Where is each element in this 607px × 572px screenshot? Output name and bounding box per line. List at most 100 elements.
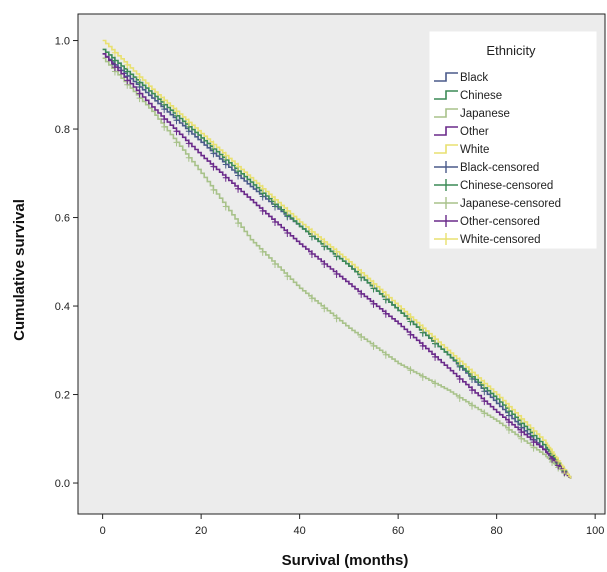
x-axis: 0 20 40 60 80 100: [100, 514, 604, 537]
censor-mark-other: [321, 260, 328, 268]
censor-mark-japanese: [321, 304, 328, 313]
legend-label-chinese: Chinese: [460, 90, 502, 102]
censor-mark-japanese: [358, 333, 365, 342]
censor-mark-white: [481, 379, 488, 388]
censor-mark-other: [530, 438, 537, 447]
censor-mark-white: [382, 290, 389, 299]
censor-mark-other: [185, 139, 192, 148]
censor-mark-white: [555, 456, 562, 465]
censor-mark-other: [469, 386, 476, 395]
legend-label-white-censored: White-censored: [460, 234, 541, 246]
censor-mark-white: [530, 427, 537, 436]
x-tick-label: 20: [195, 525, 207, 537]
legend-label-black-censored: Black-censored: [460, 162, 539, 174]
censor-mark-japanese: [210, 185, 217, 194]
censor-mark-other: [235, 184, 242, 193]
censor-mark-white: [136, 73, 143, 82]
censor-mark-japanese: [456, 393, 463, 402]
y-tick-label: 0.8: [55, 124, 70, 136]
legend-symbol-other: [434, 126, 458, 136]
censor-mark-other: [284, 229, 291, 238]
x-tick-label: 40: [294, 525, 306, 537]
censor-mark-white: [235, 162, 242, 171]
censor-mark-japanese: [469, 401, 476, 410]
censor-mark-japanese: [259, 247, 266, 256]
legend-symbol-chinese-censored: [434, 179, 458, 191]
y-tick-label: 0.6: [55, 213, 70, 225]
censor-mark-other: [456, 375, 463, 384]
censor-mark-other: [481, 397, 488, 406]
legend-label-chinese-censored: Chinese-censored: [460, 180, 553, 192]
censor-mark-other: [518, 428, 525, 437]
censor-marks: [111, 48, 568, 478]
censor-mark-japanese: [284, 272, 291, 281]
censor-mark-white: [259, 184, 266, 193]
y-axis: 0.0 0.2 0.4 0.6 0.8 1.0: [55, 36, 78, 490]
censor-mark-japanese: [185, 153, 192, 162]
censor-mark-other: [136, 89, 143, 98]
x-tick-label: 100: [586, 525, 604, 537]
censor-mark-japanese: [370, 341, 377, 350]
legend-items: Black Chinese Japanese Other White Black-cens…: [434, 72, 561, 246]
censor-mark-other: [222, 173, 229, 182]
censor-mark-white: [111, 48, 118, 57]
censor-mark-white: [173, 107, 180, 116]
censor-mark-japanese: [481, 409, 488, 418]
curve-other: [102, 53, 572, 479]
censor-mark-other: [382, 309, 389, 318]
legend-symbol-white: [434, 144, 458, 154]
censor-mark-japanese: [161, 122, 168, 131]
censor-mark-japanese: [222, 202, 229, 211]
censor-mark-other: [259, 206, 266, 215]
censor-mark-white: [358, 268, 365, 277]
censor-mark-white: [124, 60, 131, 69]
censor-mark-white: [469, 368, 476, 377]
legend-symbol-black-censored: [434, 161, 458, 173]
censor-mark-japanese: [235, 219, 242, 228]
survival-curves: [102, 39, 572, 479]
censor-mark-other: [419, 341, 426, 350]
y-axis-title: Cumulative survival: [11, 199, 28, 341]
censor-mark-white: [456, 357, 463, 366]
legend-label-black: Black: [460, 72, 488, 84]
legend-label-japanese-censored: Japanese-censored: [460, 198, 561, 210]
censor-mark-white: [185, 118, 192, 127]
legend: Ethnicity Black Chinese Japanese Other White…: [429, 31, 597, 249]
censor-mark-other: [308, 250, 315, 259]
legend-label-white: White: [460, 144, 489, 156]
censor-mark-white: [284, 206, 291, 215]
censor-mark-white: [419, 324, 426, 333]
censor-mark-other: [272, 217, 279, 226]
censor-mark-japanese: [272, 260, 279, 268]
censor-mark-other: [161, 115, 168, 124]
censor-mark-japanese: [308, 294, 315, 303]
legend-title: Ethnicity: [486, 43, 536, 58]
curve-white: [102, 39, 572, 479]
legend-symbol-japanese-censored: [434, 197, 458, 209]
censor-mark-white: [561, 465, 568, 474]
censor-mark-white: [432, 335, 439, 344]
censor-mark-white: [210, 140, 217, 149]
censor-mark-white: [222, 151, 229, 160]
legend-symbol-black: [434, 72, 458, 82]
censor-mark-white: [549, 448, 556, 457]
legend-symbol-white-censored: [434, 233, 458, 245]
censor-mark-other: [111, 63, 118, 72]
legend-symbol-japanese: [434, 108, 458, 118]
censor-mark-japanese: [382, 350, 389, 359]
censor-mark-white: [333, 247, 340, 256]
legend-box: [429, 31, 597, 249]
x-axis-title: Survival (months): [282, 552, 409, 569]
censor-mark-other: [124, 76, 131, 85]
censor-mark-white: [321, 237, 328, 246]
censor-mark-white: [272, 195, 279, 204]
censor-mark-other: [370, 299, 377, 308]
legend-label-other: Other: [460, 126, 489, 138]
y-tick-label: 0.4: [55, 301, 70, 313]
x-tick-label: 80: [491, 525, 503, 537]
censor-mark-white: [370, 279, 377, 288]
censor-mark-japanese: [432, 379, 439, 388]
censor-mark-other: [407, 330, 414, 339]
censor-mark-other: [333, 269, 340, 278]
